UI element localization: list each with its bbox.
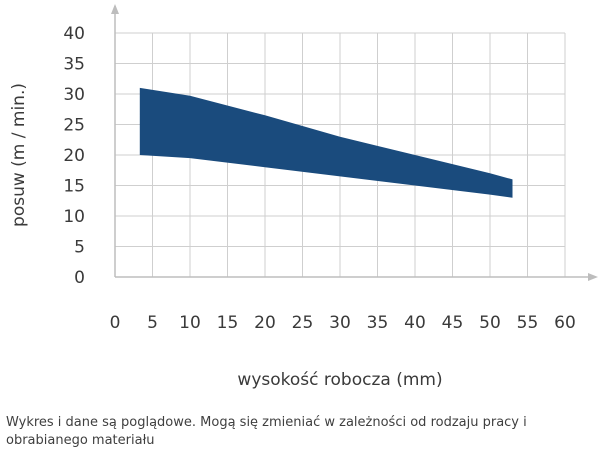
x-tick-label-60: 60 xyxy=(554,313,576,333)
y-axis-label: posuw (m / min.) xyxy=(9,83,29,227)
x-tick-label-40: 40 xyxy=(404,313,426,333)
y-tick-label-10: 10 xyxy=(63,207,85,227)
disclaimer-footnote: Wykres i dane są poglądowe. Mogą się zmi… xyxy=(6,415,527,448)
y-tick-label-40: 40 xyxy=(63,24,85,44)
y-tick-labels: 0 5 10 15 20 25 30 35 40 xyxy=(63,24,85,288)
grid-lines xyxy=(115,32,566,277)
x-tick-label-0: 0 xyxy=(110,313,121,333)
x-tick-label-35: 35 xyxy=(367,313,389,333)
x-tick-label-10: 10 xyxy=(179,313,201,333)
x-tick-label-5: 5 xyxy=(147,313,158,333)
y-tick-label-30: 30 xyxy=(63,85,85,105)
x-tick-label-50: 50 xyxy=(479,313,501,333)
y-tick-label-5: 5 xyxy=(74,238,85,258)
feed-rate-range-band-0 xyxy=(139,87,513,198)
y-tick-label-15: 15 xyxy=(63,177,85,197)
x-tick-labels: 0 5 10 15 20 25 30 35 40 45 50 55 60 xyxy=(110,313,576,333)
x-axis-arrow xyxy=(588,273,598,281)
x-tick-label-55: 55 xyxy=(517,313,539,333)
y-tick-label-0: 0 xyxy=(74,268,85,288)
x-tick-label-20: 20 xyxy=(254,313,276,333)
y-tick-label-20: 20 xyxy=(63,146,85,166)
x-tick-label-30: 30 xyxy=(329,313,351,333)
x-axis-label: wysokość robocza (mm) xyxy=(237,370,442,390)
y-tick-label-35: 35 xyxy=(63,55,85,75)
feed-rate-chart: 0 5 10 15 20 25 30 35 40 0 5 10 15 20 25 30 35 40 45 50 55 6… xyxy=(9,4,598,390)
x-tick-label-15: 15 xyxy=(217,313,239,333)
y-tick-label-25: 25 xyxy=(63,116,85,136)
feed-rate-band xyxy=(139,87,513,198)
y-axis-arrow xyxy=(111,4,119,14)
x-tick-label-45: 45 xyxy=(442,313,464,333)
axes xyxy=(111,4,598,281)
x-tick-label-25: 25 xyxy=(292,313,314,333)
